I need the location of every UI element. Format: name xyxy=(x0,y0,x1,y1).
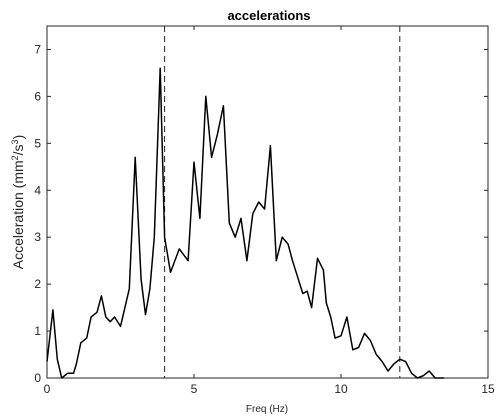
y-tick-label: 3 xyxy=(34,230,41,244)
y-axis-label-sup2: 3 xyxy=(10,139,20,144)
y-tick-label: 6 xyxy=(34,89,41,103)
reference-lines xyxy=(164,26,401,378)
y-axis-label-sup1: 2 xyxy=(10,155,20,160)
y-axis-label-suffix: ) xyxy=(10,135,26,140)
y-tick-label: 2 xyxy=(34,277,41,291)
y-tick-label: 5 xyxy=(34,136,41,150)
y-tick-label: 7 xyxy=(34,42,41,56)
acceleration-series-line xyxy=(46,67,444,379)
chart-title: accelerations xyxy=(227,8,310,23)
x-tick-label: 10 xyxy=(334,382,348,396)
y-axis-label-prefix: Acceleration (mm xyxy=(10,160,26,269)
x-axis-ticks: 0 5 10 15 xyxy=(44,26,495,396)
plot-area xyxy=(46,25,489,379)
x-tick-label: 5 xyxy=(191,382,198,396)
y-axis-label: Acceleration (mm2/s3) xyxy=(10,135,26,270)
y-tick-label: 4 xyxy=(34,183,41,197)
x-axis-label: Freq (Hz) xyxy=(246,404,288,415)
y-tick-label: 1 xyxy=(34,324,41,338)
y-tick-label: 0 xyxy=(34,371,41,385)
x-tick-label: 15 xyxy=(481,382,495,396)
y-axis-ticks: 0 1 2 3 4 5 6 7 xyxy=(34,42,488,385)
series-group xyxy=(46,67,444,379)
x-tick-label: 0 xyxy=(44,382,51,396)
y-axis-label-mid: /s xyxy=(10,144,26,155)
